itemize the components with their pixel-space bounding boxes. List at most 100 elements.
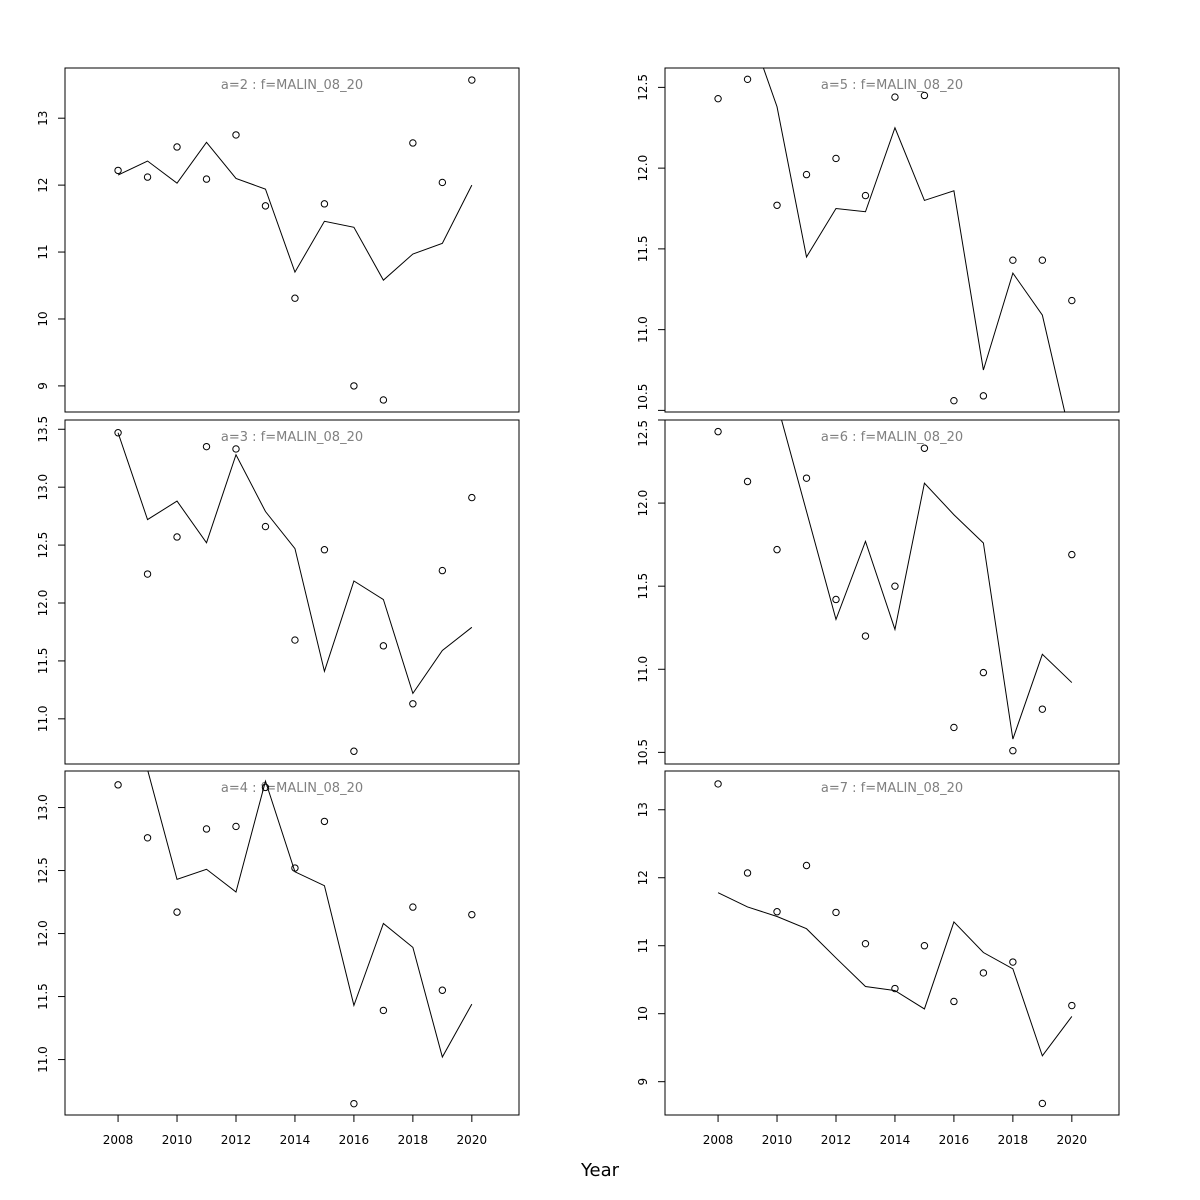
observed-point <box>920 444 929 452</box>
observed-point <box>232 131 240 139</box>
observed-point <box>861 191 870 200</box>
y-tick-label: 12.5 <box>36 857 50 884</box>
panel-frame <box>664 67 1120 413</box>
y-tick-label: 9 <box>36 382 50 390</box>
y-tick-label: 12.0 <box>36 590 50 617</box>
observed-point <box>350 382 358 390</box>
y-tick-label: 11.0 <box>36 1046 50 1073</box>
observed-point <box>143 173 152 181</box>
y-tick-label: 11.0 <box>36 705 50 732</box>
observed-point <box>261 202 270 210</box>
observed-point <box>114 166 122 175</box>
observed-point <box>438 566 447 575</box>
observed-point <box>291 636 299 644</box>
y-tick-label: 12.0 <box>36 920 50 947</box>
y-tick-label: 11.5 <box>36 648 50 675</box>
panel-frame <box>64 419 520 765</box>
observed-point <box>743 75 752 84</box>
y-tick-label: 12.5 <box>36 532 50 559</box>
observed-point <box>320 200 329 208</box>
y-tick-label: 11 <box>36 244 50 259</box>
observed-point <box>202 442 211 451</box>
observed-point <box>802 474 811 482</box>
y-tick-label: 13.0 <box>36 474 50 501</box>
observed-point <box>861 939 870 948</box>
fitted-line <box>117 141 473 281</box>
x-tick-label: 2012 <box>821 1133 852 1147</box>
observed-point <box>714 94 722 103</box>
observed-point <box>114 781 122 789</box>
panel-title: a=6 : f=MALIN_08_20 <box>821 430 963 445</box>
observed-point <box>891 93 899 101</box>
observed-point <box>802 861 811 870</box>
observed-point <box>979 969 988 977</box>
observed-point <box>832 908 840 917</box>
observed-point <box>979 668 988 677</box>
panel-frame <box>664 770 1120 1116</box>
observed-point <box>379 642 388 650</box>
y-tick-label: 10 <box>36 311 50 326</box>
x-tick-label: 2014 <box>280 1133 311 1147</box>
observed-point <box>232 445 240 453</box>
observed-point <box>143 834 152 842</box>
observed-point <box>202 825 211 833</box>
observed-point <box>891 582 899 590</box>
observed-point <box>438 178 447 187</box>
y-tick-label: 12.5 <box>636 74 650 101</box>
y-tick-label: 11.0 <box>636 316 650 343</box>
observed-point <box>714 427 722 436</box>
y-tick-label: 11.0 <box>636 656 650 683</box>
panel-title: a=7 : f=MALIN_08_20 <box>821 781 963 796</box>
y-tick-label: 12 <box>636 870 650 885</box>
y-tick-label: 12.0 <box>636 155 650 182</box>
y-tick-label: 12.5 <box>636 420 650 447</box>
y-tick-label: 13 <box>636 802 650 817</box>
observed-point <box>950 997 958 1006</box>
observed-point <box>1009 958 1017 966</box>
x-tick-label: 2008 <box>703 1133 734 1147</box>
observed-point <box>468 76 476 84</box>
panel-title: a=4 : f=MALIN_08_20 <box>221 781 363 796</box>
y-tick-label: 13 <box>36 111 50 126</box>
observed-point <box>1009 256 1017 264</box>
panel-title: a=5 : f=MALIN_08_20 <box>821 78 963 93</box>
y-tick-label: 9 <box>636 1078 650 1086</box>
x-tick-label: 2016 <box>939 1133 970 1147</box>
observed-point <box>261 783 270 792</box>
panel-2: 10.5 11.0 11.5 12.0 12.5 a=5 : f=MALIN_08_20 <box>636 67 1120 413</box>
observed-point <box>409 903 417 911</box>
observed-point <box>173 533 181 541</box>
observed-point <box>1068 1001 1076 1010</box>
observed-point <box>714 780 722 788</box>
y-tick-label: 13.5 <box>36 416 50 443</box>
x-axis-label: Year <box>580 1160 620 1181</box>
observed-point <box>1009 747 1017 755</box>
y-tick-label: 11.5 <box>636 573 650 600</box>
x-tick-label: 2014 <box>880 1133 911 1147</box>
observed-point <box>291 864 299 872</box>
fitted-line <box>147 771 473 1059</box>
x-tick-label: 2012 <box>221 1133 252 1147</box>
y-tick-label: 11.5 <box>636 236 650 263</box>
observed-point <box>891 984 899 993</box>
panel-frame <box>64 67 520 413</box>
fitted-line <box>717 892 1073 1057</box>
observed-point <box>1038 705 1047 713</box>
x-tick-label: 2016 <box>339 1133 370 1147</box>
panel-title: a=2 : f=MALIN_08_20 <box>221 78 363 93</box>
observed-point <box>409 700 417 708</box>
observed-point <box>1038 256 1047 264</box>
y-tick-label: 12 <box>36 177 50 192</box>
x-tick-label: 2010 <box>762 1133 793 1147</box>
observed-point <box>832 595 840 604</box>
y-tick-label: 12.0 <box>636 490 650 517</box>
observed-point <box>379 1006 388 1015</box>
panel-6: 9 10 11 12 13 a=7 : f=MALIN_08_20 2008 2010 2012… <box>636 770 1120 1147</box>
observed-point <box>920 91 929 100</box>
observed-point <box>802 170 811 179</box>
observed-point <box>743 477 752 486</box>
observed-point <box>950 723 958 732</box>
x-tick-label: 2018 <box>398 1133 429 1147</box>
fitted-line <box>781 420 1073 740</box>
